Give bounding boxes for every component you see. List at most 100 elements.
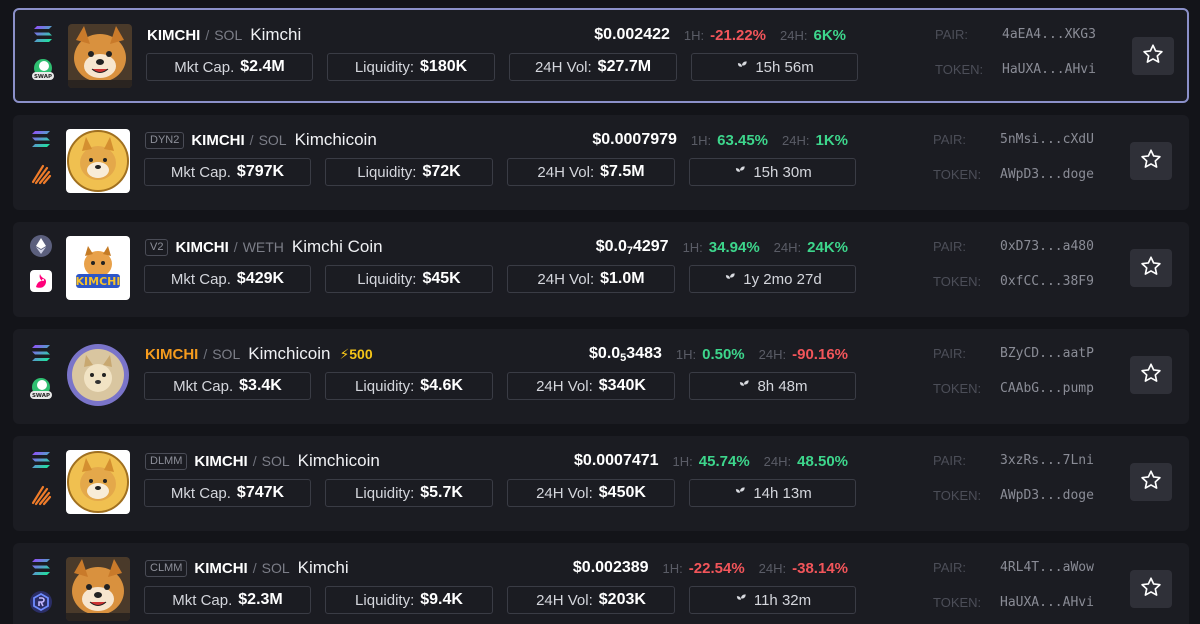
pair-row[interactable]: KIMCHI V2 KIMCHI / WETH Kimchi Coin Mkt Cap. $4… <box>13 222 1189 317</box>
token-address[interactable]: HaUXA...AHvi <box>1002 62 1096 77</box>
change-1h-label: 1H: <box>672 453 693 469</box>
volume-24h-box: 24H Vol: $1.0M <box>507 265 675 293</box>
change-1h-label: 1H: <box>682 239 703 255</box>
pair-address[interactable]: 3xzRs...7Lni <box>1000 453 1094 468</box>
ethereum-icon <box>29 234 53 258</box>
price-zero-count: 7 <box>626 244 633 257</box>
favorite-button[interactable] <box>1130 570 1172 608</box>
sprout-icon <box>734 592 748 609</box>
market-cap-box: Mkt Cap. $429K <box>144 265 311 293</box>
pair-age: 1y 2mo 27d <box>743 270 822 288</box>
volume-24h-box: 24H Vol: $450K <box>507 479 675 507</box>
pair-age: 11h 32m <box>753 591 812 609</box>
price-metrics: $0.0007979 1H: 63.45% 24H: 1K% <box>592 129 856 151</box>
quote-symbol: SOL <box>212 346 241 362</box>
liquidity-value: $9.4K <box>420 591 463 608</box>
token-address[interactable]: 0xfCC...38F9 <box>1000 274 1094 289</box>
pair-separator: / <box>233 239 238 255</box>
price: $0.074297 <box>596 238 669 257</box>
solana-icon <box>29 448 53 472</box>
market-cap-box: Mkt Cap. $797K <box>144 158 311 186</box>
market-cap-box: Mkt Cap. $3.4K <box>144 372 311 400</box>
favorite-button[interactable] <box>1130 249 1172 287</box>
favorite-button[interactable] <box>1132 37 1174 75</box>
liquidity-value: $180K <box>420 58 468 75</box>
sprout-icon <box>733 485 747 502</box>
volume-24h-box: 24H Vol: $27.7M <box>509 53 677 81</box>
change-1h-label: 1H: <box>683 27 705 43</box>
favorite-button[interactable] <box>1130 142 1172 180</box>
pair-title: DLMM KIMCHI / SOL Kimchicoin <box>145 450 380 472</box>
market-cap-value: $797K <box>236 163 285 180</box>
price-metrics: $0.002389 1H: -22.54% 24H: -38.14% <box>573 557 856 579</box>
price-metrics: $0.074297 1H: 34.94% 24H: 24K% <box>596 236 856 258</box>
pair-address[interactable]: 4aEA4...XKG3 <box>1002 27 1096 42</box>
pair-row[interactable]: DLMM KIMCHI / SOL Kimchicoin Mkt Cap. $747K Liq… <box>13 436 1189 531</box>
quote-symbol: SOL <box>261 560 290 576</box>
token-avatar <box>66 129 130 193</box>
token-address[interactable]: AWpD3...doge <box>1000 167 1094 182</box>
pair-age-box: 1y 2mo 27d <box>689 265 856 293</box>
pair-address[interactable]: 0xD73...a480 <box>1000 239 1094 254</box>
price-tail: 3483 <box>626 344 662 362</box>
volume-24h-box: 24H Vol: $7.5M <box>507 158 675 186</box>
change-24h: 1K% <box>815 131 848 149</box>
token-symbol: KIMCHI <box>194 559 248 577</box>
pair-row[interactable]: SWAP KIMCHI / SOL Kimchi Mkt Cap. $2.4M Liquidi… <box>13 8 1189 103</box>
pair-separator: / <box>203 346 208 362</box>
volume-24h-value: $340K <box>598 377 646 394</box>
quote-symbol: WETH <box>242 239 284 255</box>
token-avatar: KIMCHI <box>66 236 130 300</box>
price: $0.0007471 <box>574 452 659 470</box>
pair-address[interactable]: 4RL4T...aWow <box>1000 560 1094 575</box>
market-cap-value: $3.4K <box>239 377 282 394</box>
sprout-icon <box>735 59 749 76</box>
price-main: $0.0007979 <box>592 131 677 148</box>
favorite-button[interactable] <box>1130 356 1172 394</box>
liquidity-value: $5.7K <box>420 484 463 501</box>
pair-separator: / <box>205 27 210 43</box>
volume-24h-label: 24H Vol: <box>536 377 593 395</box>
token-address[interactable]: AWpD3...doge <box>1000 488 1094 503</box>
meteora-icon <box>29 483 53 507</box>
token-address[interactable]: CAAbG...pump <box>1000 381 1094 396</box>
liquidity-box: Liquidity: $72K <box>325 158 493 186</box>
liquidity-box: Liquidity: $45K <box>325 265 493 293</box>
price-main: $0.0007471 <box>574 452 659 469</box>
change-24h-label: 24H: <box>758 346 787 362</box>
price-metrics: $0.002422 1H: -21.22% 24H: 6K% <box>594 24 854 46</box>
pair-row[interactable]: SWAP KIMCHI / SOL Kimchicoin ⚡500 Mkt Cap. $3.4… <box>13 329 1189 424</box>
pair-separator: / <box>249 132 254 148</box>
price: $0.053483 <box>589 345 662 364</box>
volume-24h-value: $7.5M <box>600 163 645 180</box>
pair-title: V2 KIMCHI / WETH Kimchi Coin <box>145 236 383 258</box>
price-metrics: $0.053483 1H: 0.50% 24H: -90.16% <box>589 343 856 365</box>
market-cap-label: Mkt Cap. <box>174 58 235 76</box>
market-cap-value: $2.4M <box>240 58 285 75</box>
volume-24h-label: 24H Vol: <box>537 163 595 181</box>
volume-24h-value: $203K <box>598 591 646 608</box>
change-24h: 6K% <box>813 26 846 44</box>
pair-address-label: PAIR: <box>935 27 968 42</box>
token-avatar <box>68 24 132 88</box>
token-symbol: KIMCHI <box>147 26 201 44</box>
favorite-button[interactable] <box>1130 463 1172 501</box>
pair-address[interactable]: 5nMsi...cXdU <box>1000 132 1094 147</box>
market-cap-value: $429K <box>236 270 285 287</box>
price-main: $0.0 <box>589 344 621 362</box>
change-24h: 24K% <box>807 238 848 256</box>
market-cap-label: Mkt Cap. <box>170 270 231 288</box>
volume-24h-value: $450K <box>598 484 646 501</box>
raydium-icon <box>29 590 53 614</box>
market-cap-box: Mkt Cap. $2.3M <box>144 586 311 614</box>
token-address[interactable]: HaUXA...AHvi <box>1000 595 1094 610</box>
star-icon <box>1140 576 1162 603</box>
pair-row[interactable]: CLMM KIMCHI / SOL Kimchi Mkt Cap. $2.3M Liquidi… <box>13 543 1189 624</box>
svg-text:SWAP: SWAP <box>34 74 52 80</box>
pair-row[interactable]: DYN2 KIMCHI / SOL Kimchicoin Mkt Cap. $797K Liq… <box>13 115 1189 210</box>
meteora-icon <box>29 162 53 186</box>
pair-address[interactable]: BZyCD...aatP <box>1000 346 1094 361</box>
token-symbol: KIMCHI <box>145 345 199 363</box>
dex-badge: CLMM <box>145 559 188 577</box>
liquidity-label: Liquidity: <box>357 270 417 288</box>
